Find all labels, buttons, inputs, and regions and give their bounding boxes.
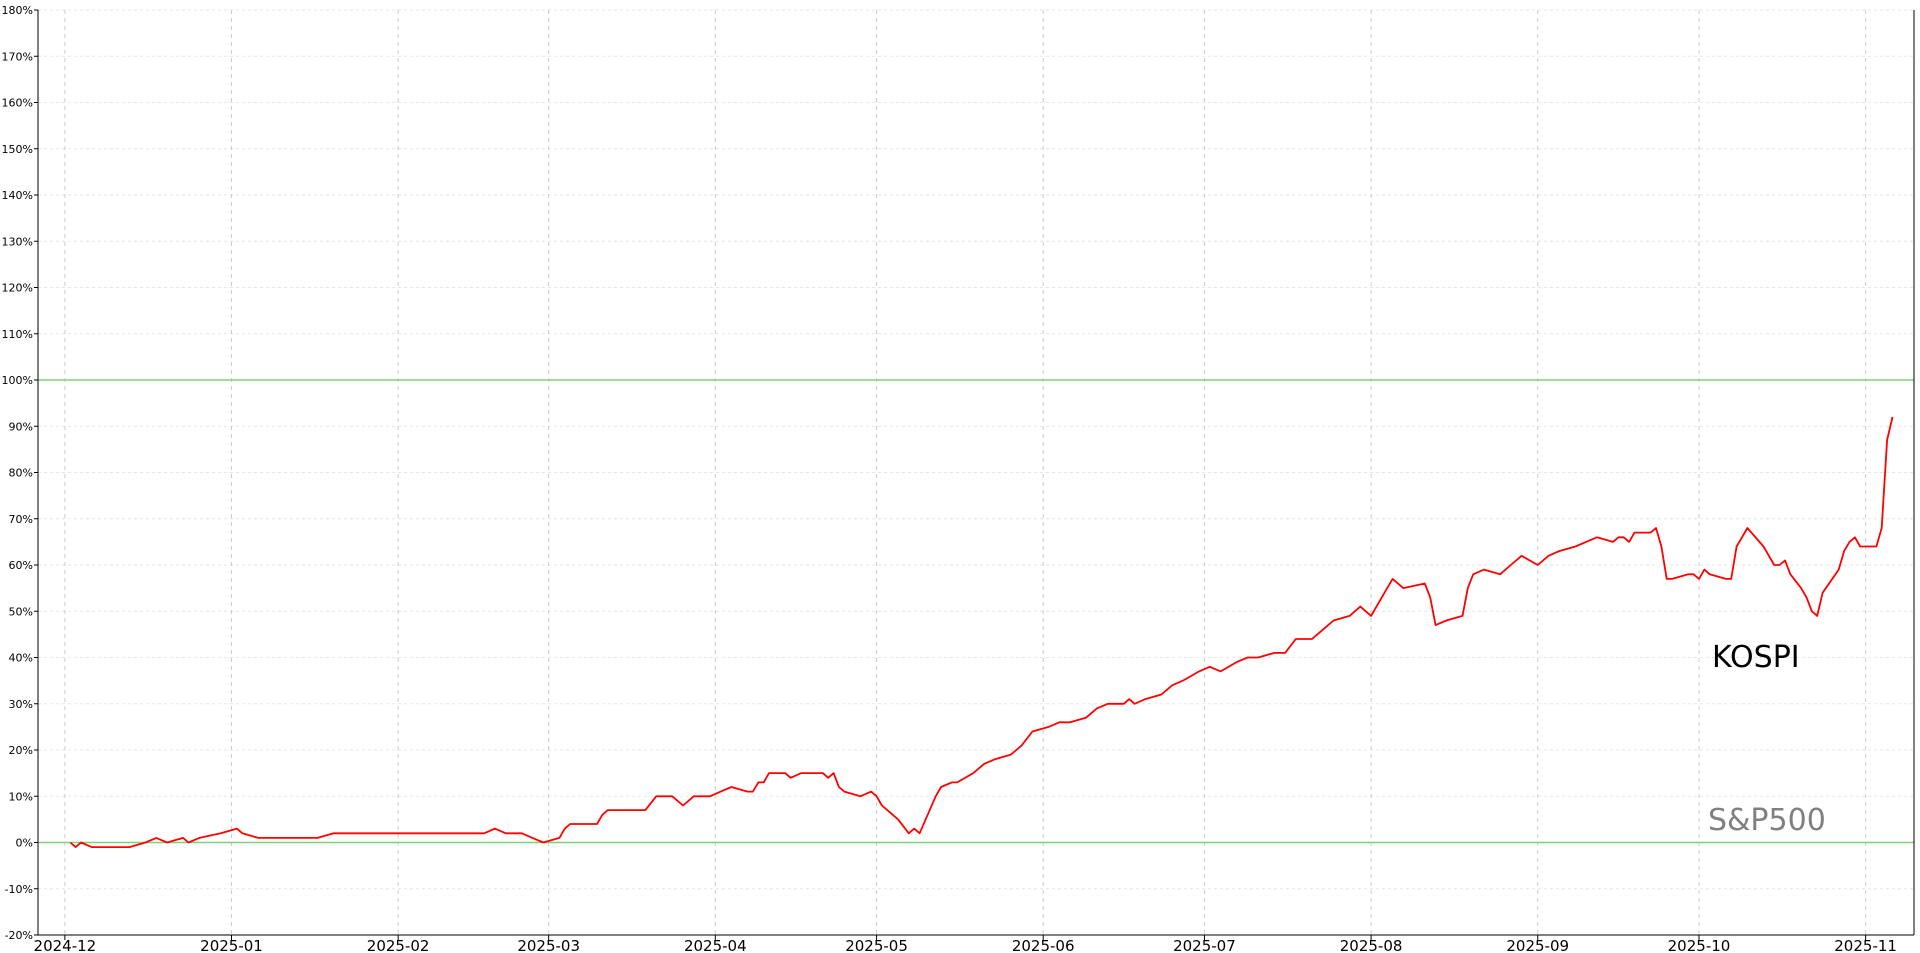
y-tick-label: 150% [2, 143, 33, 156]
series-label-sp500: S&P500 [1708, 803, 1826, 838]
y-tick-label: 100% [2, 374, 33, 387]
y-tick-label: 30% [9, 698, 33, 711]
y-tick-label: 180% [2, 4, 33, 17]
reference-lines [38, 379, 1914, 844]
y-tick-label: 50% [9, 605, 33, 618]
x-tick-labels: 2024-12 2025-01 2025-02 2025-03 2025-04 2025-… [34, 937, 1897, 953]
y-tick-label: 160% [2, 97, 33, 110]
y-tick-label: 140% [2, 189, 33, 202]
y-tick-label: 90% [9, 420, 33, 433]
x-tick-label: 2025-08 [1340, 937, 1403, 953]
series-label-kospi: KOSPI [1712, 640, 1800, 675]
x-tick-label: 2025-02 [367, 937, 430, 953]
y-tick-label: 170% [2, 50, 33, 63]
series-layer [69, 416, 1894, 848]
x-tick-label: 2025-11 [1834, 937, 1897, 953]
y-tick-labels: -20% -10% 0% 10% 20% 30% 40% 50% 60% 70% 80% 90% 100… [2, 4, 33, 942]
y-tick-label: 130% [2, 235, 33, 248]
y-tick-label: 10% [9, 790, 33, 803]
x-tick-label: 2025-09 [1506, 937, 1569, 953]
axes [34, 9, 1915, 940]
x-tick-label: 2024-12 [34, 937, 97, 953]
y-tick-label: 120% [2, 282, 33, 295]
x-tick-label: 2025-05 [845, 937, 908, 953]
y-tick-label: 70% [9, 513, 33, 526]
x-tick-label: 2025-10 [1668, 937, 1731, 953]
y-tick-label: 80% [9, 467, 33, 480]
y-tick-label: -20% [5, 929, 33, 942]
y-tick-label: 110% [2, 328, 33, 341]
y-tick-label: 60% [9, 559, 33, 572]
y-tick-label: 20% [9, 744, 33, 757]
x-tick-label: 2025-03 [517, 937, 580, 953]
series-line-red [69, 416, 1894, 848]
y-tick-label: 40% [9, 652, 33, 665]
x-tick-label: 2025-01 [200, 937, 263, 953]
x-tick-label: 2025-06 [1012, 937, 1075, 953]
grid-layer [38, 9, 1914, 936]
y-tick-label: -10% [5, 883, 33, 896]
y-tick-label: 0% [16, 837, 33, 850]
x-tick-label: 2025-04 [684, 937, 747, 953]
x-tick-label: 2025-07 [1173, 937, 1236, 953]
